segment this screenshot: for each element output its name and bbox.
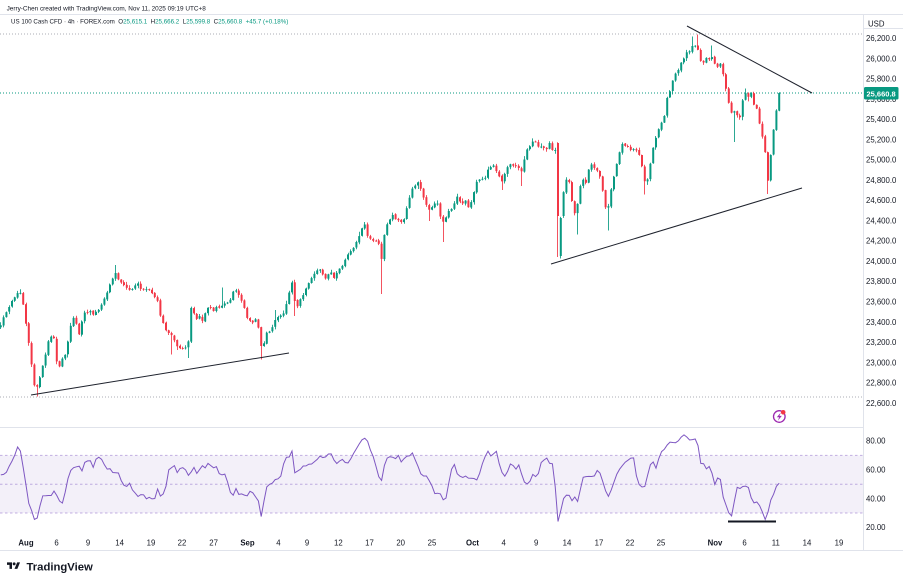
- svg-text:27: 27: [209, 539, 218, 548]
- svg-text:23,800.0: 23,800.0: [866, 277, 897, 286]
- svg-text:25: 25: [657, 539, 666, 548]
- svg-text:23,600.0: 23,600.0: [866, 298, 897, 307]
- svg-text:26,000.0: 26,000.0: [866, 54, 897, 63]
- svg-text:Oct: Oct: [466, 539, 479, 548]
- svg-text:60.00: 60.00: [866, 466, 886, 475]
- svg-text:25,400.0: 25,400.0: [866, 115, 897, 124]
- svg-text:4: 4: [276, 539, 281, 548]
- svg-text:24,400.0: 24,400.0: [866, 217, 897, 226]
- svg-text:20.00: 20.00: [866, 523, 886, 532]
- svg-text:80.00: 80.00: [866, 437, 886, 446]
- svg-text:4: 4: [502, 539, 507, 548]
- svg-text:26,200.0: 26,200.0: [866, 34, 897, 43]
- svg-text:23,200.0: 23,200.0: [866, 338, 897, 347]
- svg-text:9: 9: [86, 539, 90, 548]
- svg-text:17: 17: [595, 539, 604, 548]
- svg-text:25,200.0: 25,200.0: [866, 135, 897, 144]
- svg-text:14: 14: [563, 539, 572, 548]
- svg-text:TradingView: TradingView: [27, 561, 94, 573]
- svg-text:19: 19: [147, 539, 156, 548]
- svg-text:22: 22: [178, 539, 187, 548]
- svg-text:14: 14: [803, 539, 812, 548]
- svg-text:25,800.0: 25,800.0: [866, 75, 897, 84]
- svg-text:17: 17: [365, 539, 374, 548]
- svg-text:12: 12: [334, 539, 343, 548]
- svg-text:USD: USD: [868, 20, 885, 29]
- svg-text:Nov: Nov: [708, 539, 723, 548]
- svg-text:25,660.8: 25,660.8: [867, 89, 896, 98]
- svg-text:22,800.0: 22,800.0: [866, 379, 897, 388]
- svg-text:14: 14: [115, 539, 124, 548]
- svg-text:24,000.0: 24,000.0: [866, 257, 897, 266]
- svg-text:19: 19: [835, 539, 844, 548]
- svg-text:6: 6: [742, 539, 746, 548]
- svg-text:23,000.0: 23,000.0: [866, 358, 897, 367]
- svg-text:40.00: 40.00: [866, 494, 886, 503]
- svg-text:US 100 Cash CFD · 4h · FOREX.c: US 100 Cash CFD · 4h · FOREX.com O25,615…: [11, 19, 288, 26]
- svg-text:9: 9: [305, 539, 309, 548]
- svg-text:Jerry-Chen created with Tradin: Jerry-Chen created with TradingView.com,…: [7, 6, 207, 13]
- svg-text:6: 6: [54, 539, 58, 548]
- svg-text:Aug: Aug: [18, 539, 33, 548]
- svg-text:11: 11: [772, 539, 780, 548]
- svg-text:22: 22: [626, 539, 635, 548]
- svg-text:22,600.0: 22,600.0: [866, 399, 897, 408]
- svg-text:23,400.0: 23,400.0: [866, 318, 897, 327]
- svg-text:24,800.0: 24,800.0: [866, 176, 897, 185]
- svg-text:20: 20: [396, 539, 405, 548]
- svg-text:Sep: Sep: [240, 539, 255, 548]
- svg-text:9: 9: [534, 539, 538, 548]
- svg-text:25: 25: [428, 539, 437, 548]
- svg-text:25,000.0: 25,000.0: [866, 156, 897, 165]
- svg-text:24,200.0: 24,200.0: [866, 237, 897, 246]
- svg-text:24,600.0: 24,600.0: [866, 196, 897, 205]
